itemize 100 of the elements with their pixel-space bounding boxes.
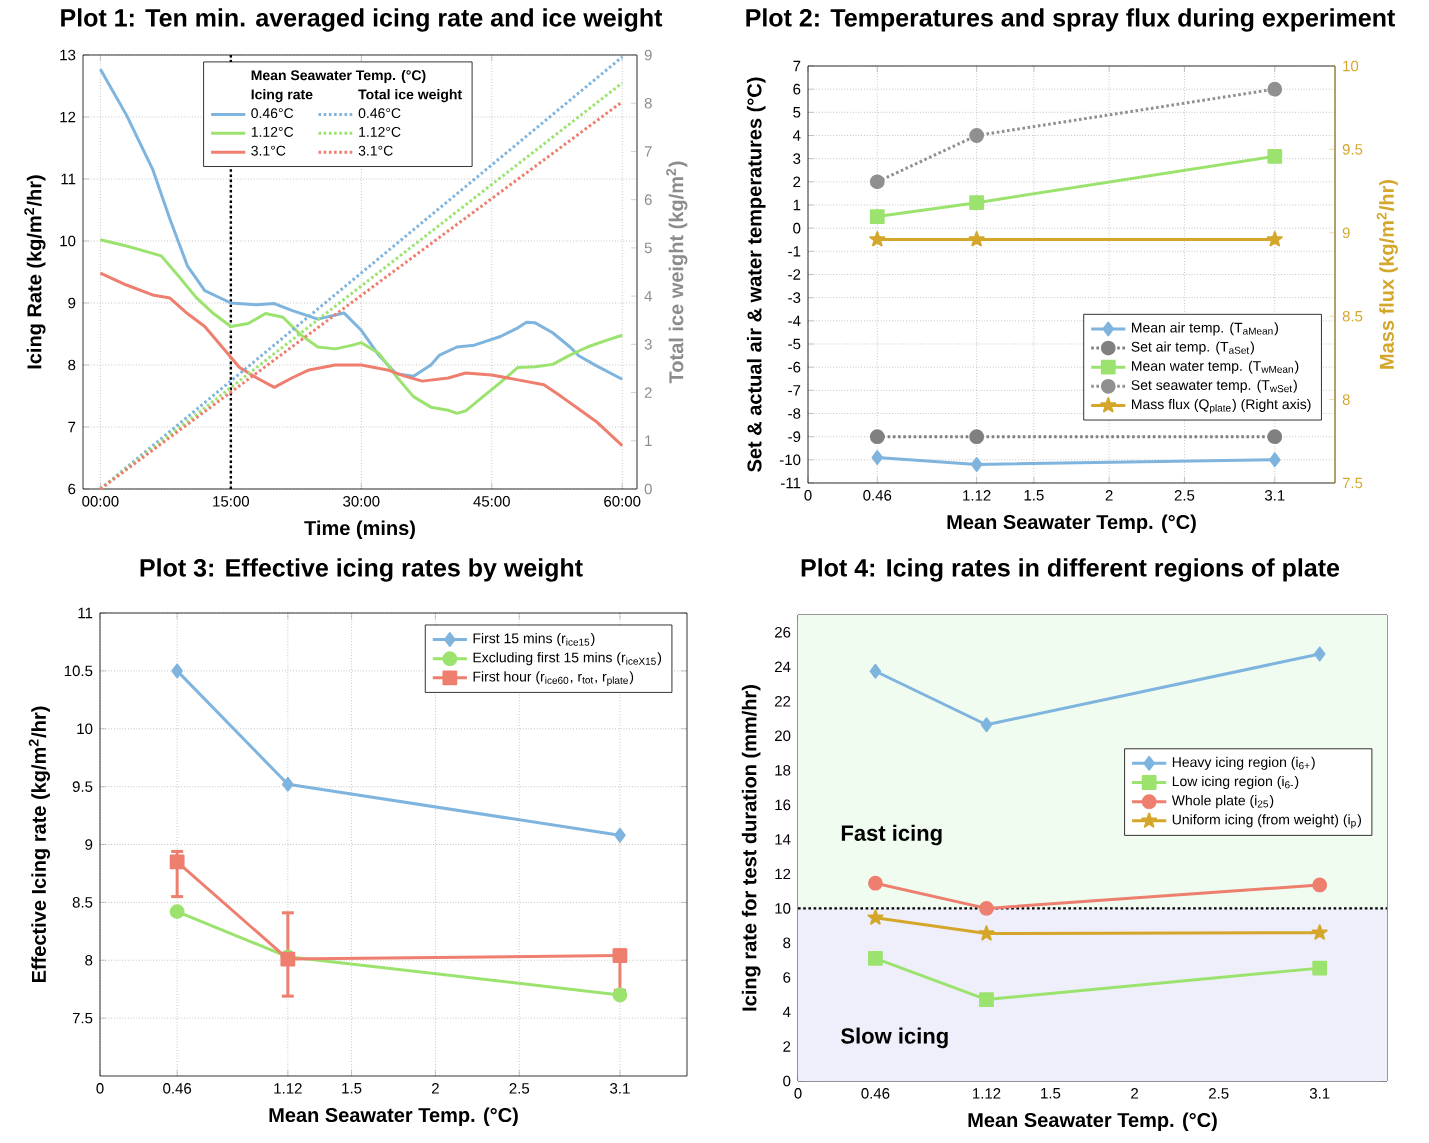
y-tick-label: 0 bbox=[793, 222, 801, 234]
x-tick-label: 1.12 bbox=[963, 490, 991, 501]
y2-tick-label: 4 bbox=[644, 290, 652, 302]
y-tick-label: 12 bbox=[775, 868, 791, 880]
point bbox=[1267, 429, 1283, 445]
x-tick-label: 1.12 bbox=[973, 1088, 1001, 1099]
point bbox=[1268, 452, 1281, 468]
legend-label: Low icing region (i$_{6-}$) bbox=[1172, 775, 1299, 789]
y2-tick-label: 8.5 bbox=[1342, 310, 1363, 322]
y-tick-label: 26 bbox=[775, 626, 791, 638]
y-axis-title: Set & actual air & water temperatures (°C) bbox=[746, 77, 766, 472]
legend-label: Set seawater temp. (T$_{wSet}$) bbox=[1131, 379, 1297, 393]
y-tick-label: -6 bbox=[788, 361, 801, 373]
y-tick-label: 2 bbox=[783, 1041, 791, 1052]
x-tick-label: 0 bbox=[96, 1083, 104, 1094]
y-tick-label: 22 bbox=[775, 696, 791, 707]
point bbox=[612, 987, 628, 1003]
x-axis-title: Time (mins) bbox=[304, 520, 415, 540]
y-tick-label: 13 bbox=[60, 49, 76, 61]
y2-axis-title: Mass flux (kg/m$^{2}$/hr) bbox=[1376, 179, 1398, 369]
x-tick-label: 2.5 bbox=[1209, 1088, 1229, 1099]
y-tick-label: 4 bbox=[792, 130, 801, 141]
y-tick-label: 14 bbox=[775, 834, 791, 845]
legend-label: Whole plate (i$_{25}$) bbox=[1171, 795, 1274, 809]
y-tick-label: -1 bbox=[788, 246, 801, 257]
x-tick-label: 0.46 bbox=[863, 490, 892, 501]
y-tick-label: -7 bbox=[788, 385, 801, 396]
x-axis-title: Mean Seawater Temp. (°C) bbox=[947, 514, 1196, 534]
point bbox=[169, 904, 185, 920]
y-tick-label: 7 bbox=[793, 60, 801, 72]
x-tick-label: 45:00 bbox=[473, 496, 510, 507]
point bbox=[1267, 148, 1283, 164]
y-tick-label: 6 bbox=[783, 972, 791, 983]
x-tick-label: 3.1 bbox=[1264, 490, 1285, 501]
y-tick-label: 3 bbox=[793, 153, 801, 164]
legend-label: Set air temp. (T$_{aSet}$) bbox=[1131, 341, 1254, 355]
y-tick-label: 8 bbox=[783, 937, 791, 949]
y-axis-title: Icing Rate (kg/m$^{2}$/hr) bbox=[24, 175, 46, 369]
point bbox=[612, 948, 628, 964]
y-tick-label: 16 bbox=[775, 799, 791, 811]
legend-label: 3.1°C bbox=[251, 145, 286, 156]
x-tick-label: 2 bbox=[1131, 1088, 1138, 1099]
point bbox=[614, 827, 626, 843]
point bbox=[969, 429, 985, 445]
y2-tick-label: 7 bbox=[644, 146, 652, 157]
y-tick-label: -11 bbox=[781, 477, 801, 489]
legend-title: Mean Seawater Temp. (°C) bbox=[251, 69, 426, 83]
y-tick-label: 8 bbox=[85, 954, 93, 966]
y2-tick-label: 5 bbox=[644, 242, 652, 254]
x-tick-label: 00:00 bbox=[82, 496, 119, 507]
legend-label: Mean water temp. (T$_{wMean}$) bbox=[1132, 360, 1299, 374]
y-tick-label: 8.5 bbox=[72, 897, 93, 908]
y-tick-label: 12 bbox=[60, 111, 76, 123]
point bbox=[1267, 81, 1283, 97]
x-tick-label: 1.5 bbox=[342, 1083, 362, 1094]
point bbox=[979, 992, 994, 1007]
x-tick-label: 1.5 bbox=[1041, 1088, 1061, 1099]
x-tick-label: 1.5 bbox=[1024, 490, 1044, 501]
y2-tick-label: 10 bbox=[1343, 60, 1359, 72]
y-tick-label: 18 bbox=[775, 765, 791, 776]
y2-tick-label: 2 bbox=[644, 387, 652, 398]
x-tick-label: 2.5 bbox=[509, 1083, 530, 1094]
x-axis-title: Mean Seawater Temp. (°C) bbox=[269, 1107, 518, 1127]
legend-label: Uniform icing (from weight) (i$_{p}$) bbox=[1172, 814, 1362, 829]
y2-axis-title: Total ice weight (kg/m$^{2}$) bbox=[666, 161, 688, 384]
point bbox=[869, 174, 885, 190]
y-tick-label: 7 bbox=[68, 421, 76, 433]
annotation: Total ice weight bbox=[358, 89, 462, 103]
point bbox=[969, 128, 985, 143]
x-tick-label: 2.5 bbox=[1174, 490, 1195, 501]
y-tick-label: 4 bbox=[782, 1006, 791, 1018]
chart-title: Plot 3: Effective icing rates by weight bbox=[140, 558, 583, 582]
x-tick-label: 0 bbox=[804, 490, 812, 501]
point bbox=[871, 450, 884, 465]
y-tick-label: 10 bbox=[60, 235, 76, 247]
chart-title: Plot 4: Icing rates in different regions of plate bbox=[801, 558, 1340, 582]
y-tick-label: 6 bbox=[793, 83, 801, 95]
y-tick-label: 10.5 bbox=[64, 665, 93, 677]
y-tick-label: -9 bbox=[788, 431, 801, 442]
y-tick-label: 5 bbox=[793, 107, 801, 118]
x-tick-label: 1.12 bbox=[274, 1083, 302, 1094]
point bbox=[869, 209, 885, 224]
y2-tick-label: 3 bbox=[644, 339, 652, 350]
y-tick-label: 24 bbox=[775, 661, 791, 673]
legend-label: 0.46°C bbox=[251, 108, 294, 119]
y2-tick-label: 7.5 bbox=[1342, 477, 1363, 489]
y2-tick-label: 1 bbox=[645, 435, 652, 446]
annotation: Icing rate bbox=[251, 89, 313, 103]
y2-tick-label: 9 bbox=[1342, 227, 1350, 239]
legend-label: First hour (r$_{ice60}$, r$_{tot}$, r$_{plate}$) bbox=[473, 671, 634, 686]
x-tick-label: 30:00 bbox=[343, 496, 380, 507]
x-tick-label: 60:00 bbox=[604, 496, 641, 507]
y-tick-label: 8 bbox=[68, 359, 76, 371]
y-tick-label: 6 bbox=[68, 483, 76, 495]
legend-label: Heavy icing region (i$_{6+}$) bbox=[1172, 756, 1315, 770]
point bbox=[970, 457, 983, 472]
legend-label: 0.46°C bbox=[358, 108, 401, 119]
x-tick-label: 3.1 bbox=[610, 1083, 630, 1094]
y-tick-label: -2 bbox=[788, 269, 801, 280]
y-tick-label: 7.5 bbox=[72, 1012, 93, 1024]
